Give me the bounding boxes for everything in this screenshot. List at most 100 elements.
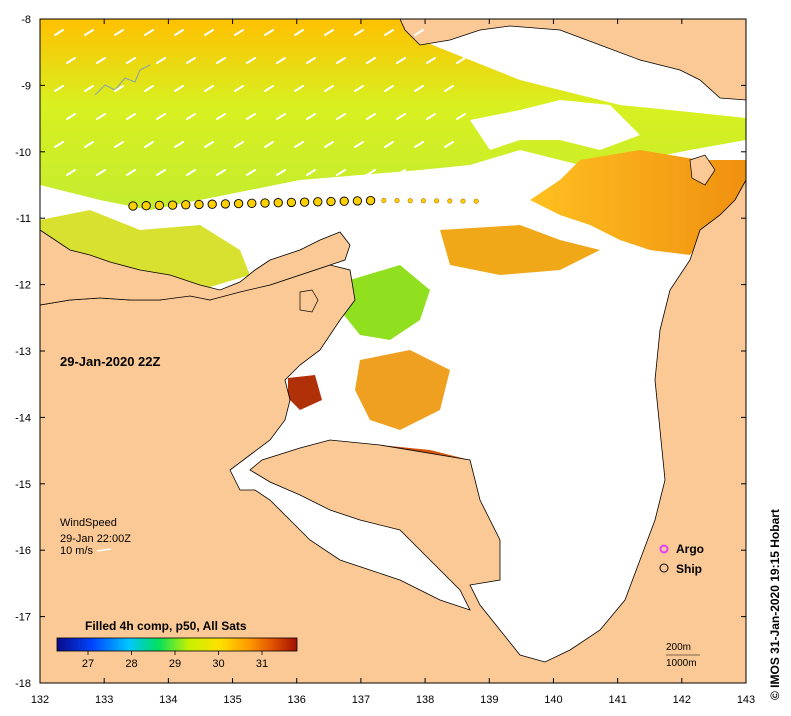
wind-arrow xyxy=(144,141,154,148)
wind-arrow xyxy=(396,113,406,120)
wind-arrow xyxy=(114,85,124,92)
wind-legend-title: WindSpeed xyxy=(60,517,117,529)
depth-contour-1000: 1000m xyxy=(666,658,697,669)
wind-arrow xyxy=(306,169,316,176)
wind-arrow xyxy=(66,113,76,120)
wind-arrow xyxy=(456,169,466,176)
ship-track-point xyxy=(233,198,244,209)
longitude-axis: 132 133 134 135 136 137 138 139 140 141 142 143 xyxy=(31,19,755,706)
colorbar-tick-label: 30 xyxy=(212,658,224,670)
ship-track-point xyxy=(365,195,376,206)
land-png xyxy=(399,18,747,101)
wind-arrow xyxy=(84,29,94,36)
wind-arrow xyxy=(264,141,274,148)
wind-arrow xyxy=(174,29,184,36)
wind-arrow xyxy=(66,57,76,64)
wind-arrow xyxy=(294,141,304,148)
depth-contour-200: 200m xyxy=(666,642,691,653)
cloud-gap xyxy=(470,100,640,150)
wind-arrow xyxy=(126,169,136,176)
wind-arrow xyxy=(234,29,244,36)
wind-arrow xyxy=(204,85,214,92)
ship-track-point xyxy=(181,200,191,210)
wind-arrow xyxy=(294,29,304,36)
wind-arrow xyxy=(144,29,154,36)
wind-arrow xyxy=(396,169,406,176)
wind-arrow xyxy=(366,169,376,176)
lat-tick-label: -18 xyxy=(15,678,31,690)
sst-green-patch xyxy=(340,265,430,340)
wind-arrow xyxy=(264,85,274,92)
wind-arrow xyxy=(336,57,346,64)
land-island-2 xyxy=(689,154,716,186)
wind-arrow xyxy=(294,85,304,92)
wind-legend-time: 29-Jan 22:00Z xyxy=(60,533,131,545)
lon-tick-label: 133 xyxy=(95,694,113,706)
ship-track-point xyxy=(141,201,151,211)
wind-arrow xyxy=(324,29,334,36)
wind-arrow xyxy=(126,57,136,64)
ship-track-point xyxy=(473,198,479,204)
lat-tick-label: -9 xyxy=(21,80,31,92)
lon-tick-label: 143 xyxy=(737,694,755,706)
wind-scale-arrow xyxy=(96,548,112,552)
sst-hot-spot xyxy=(288,375,322,410)
wind-arrow xyxy=(174,85,184,92)
wind-arrow xyxy=(144,85,154,92)
ship-track-point xyxy=(407,198,413,204)
wind-arrow xyxy=(54,85,64,92)
date-label: 29-Jan-2020 22Z xyxy=(60,354,161,369)
ship-marker-icon xyxy=(659,563,669,573)
wind-arrow xyxy=(306,57,316,64)
wind-arrow xyxy=(324,85,334,92)
colorbar-title: Filled 4h comp, p50, All Sats xyxy=(85,619,247,633)
ship-track xyxy=(128,195,479,211)
lon-tick-label: 135 xyxy=(223,694,241,706)
wind-arrow xyxy=(216,113,226,120)
ship-track-point xyxy=(154,200,165,211)
lon-tick-label: 141 xyxy=(608,694,626,706)
wind-arrow xyxy=(246,169,256,176)
ship-track-point xyxy=(381,198,387,204)
ship-track-point xyxy=(352,196,363,206)
wind-legend-scale: 10 m/s xyxy=(60,545,94,557)
wind-arrow xyxy=(324,141,334,148)
wind-arrow xyxy=(66,169,76,176)
wind-arrow xyxy=(384,85,394,92)
latitude-axis: -8 -9 -10 -11 -12 -13 -14 -15 -16 -17 -18 xyxy=(15,14,746,690)
wind-arrow xyxy=(276,169,286,176)
colorbar-tick-label: 28 xyxy=(125,658,137,670)
wind-arrow xyxy=(96,57,106,64)
wind-arrow xyxy=(306,113,316,120)
wind-arrow xyxy=(336,169,346,176)
ship-legend-label: Ship xyxy=(676,562,702,576)
wind-arrow xyxy=(234,141,244,148)
wind-arrow xyxy=(456,113,466,120)
wind-arrow xyxy=(384,29,394,36)
lon-tick-label: 139 xyxy=(480,694,498,706)
ship-track-point xyxy=(286,197,297,208)
wind-arrow xyxy=(426,113,436,120)
ship-track-point xyxy=(434,198,440,204)
lat-tick-label: -14 xyxy=(15,412,31,424)
lon-tick-label: 138 xyxy=(416,694,434,706)
wind-arrow xyxy=(246,113,256,120)
ship-track-point xyxy=(194,199,204,210)
wind-arrow xyxy=(126,113,136,120)
wind-arrow xyxy=(246,57,256,64)
wind-arrows xyxy=(54,29,466,176)
wind-arrow xyxy=(186,169,196,176)
wind-arrow xyxy=(204,29,214,36)
wind-arrow xyxy=(276,113,286,120)
wind-arrow xyxy=(114,29,124,36)
sst-mid-patch-2 xyxy=(440,225,600,275)
lat-tick-label: -15 xyxy=(15,479,31,491)
ship-track-point xyxy=(339,196,349,206)
wind-arrow xyxy=(354,85,364,92)
ship-track-point xyxy=(326,196,336,207)
argo-marker-icon xyxy=(659,544,669,554)
wind-arrow xyxy=(396,57,406,64)
wind-arrow xyxy=(216,169,226,176)
wind-arrow xyxy=(456,57,466,64)
